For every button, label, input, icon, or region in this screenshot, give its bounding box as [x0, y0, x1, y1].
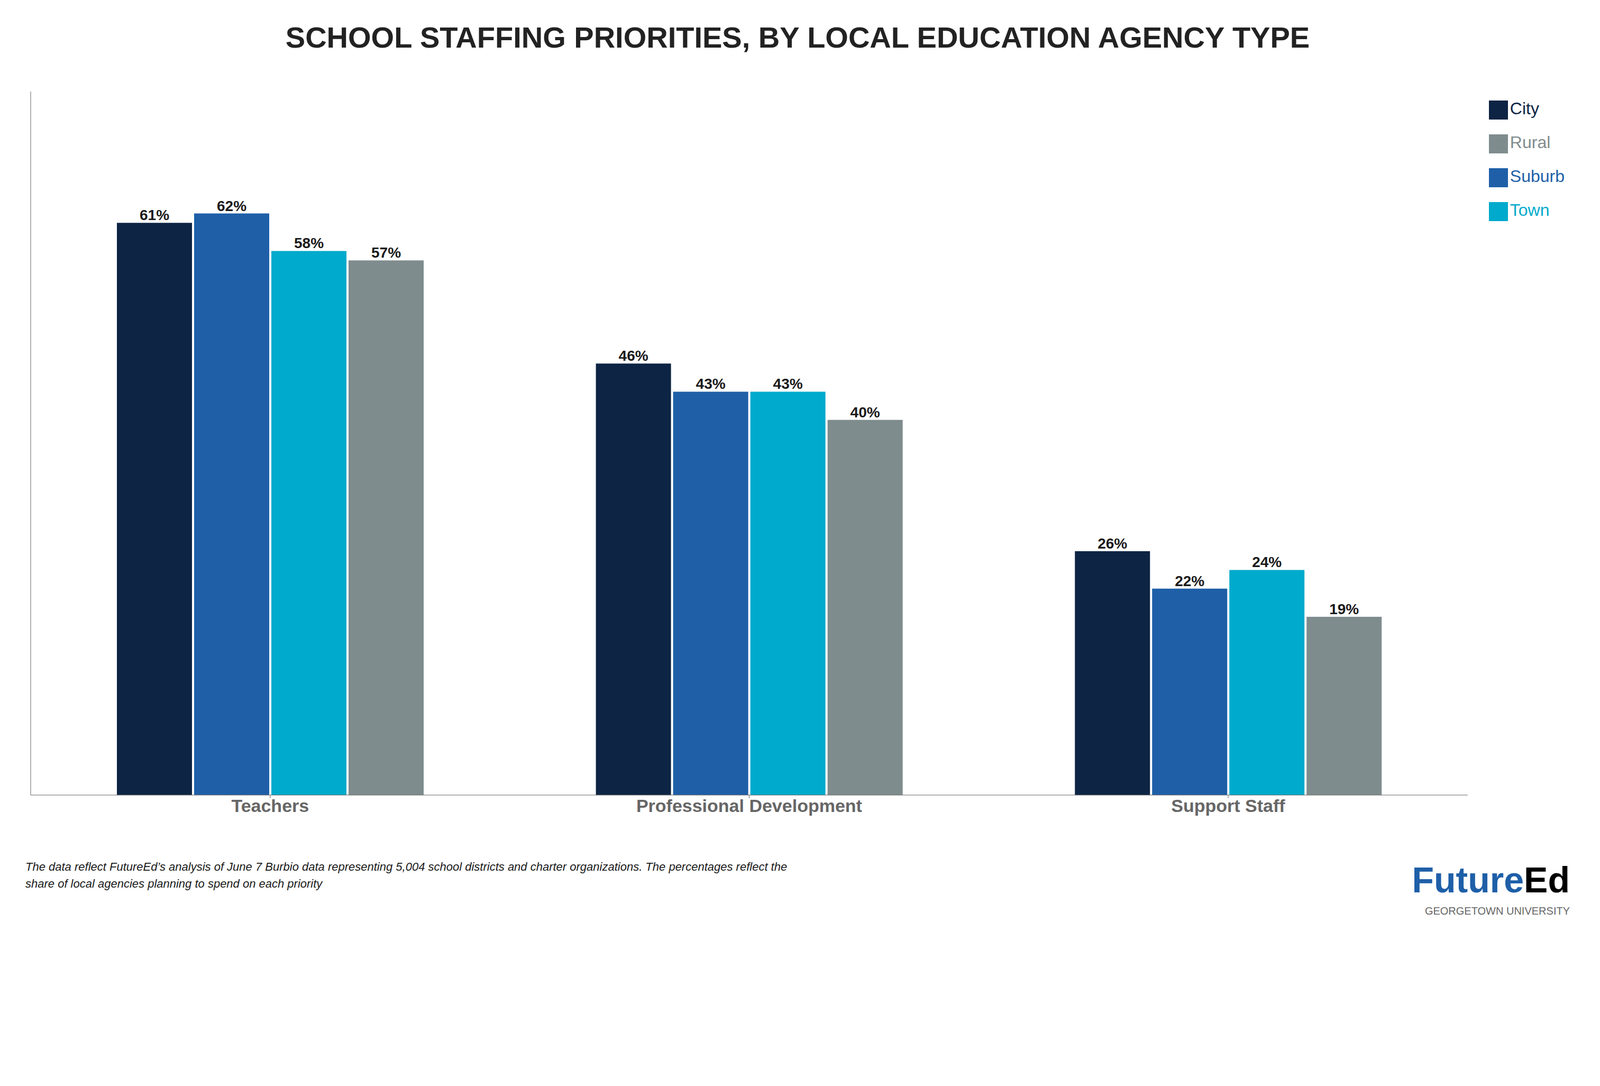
svg-text:57%: 57% — [371, 244, 401, 261]
svg-text:Professional Development: Professional Development — [636, 795, 863, 816]
svg-text:46%: 46% — [618, 347, 649, 364]
svg-text:26%: 26% — [1097, 535, 1128, 552]
svg-text:62%: 62% — [216, 197, 247, 215]
html-text:SCHOOL STAFFING PRIORITIES, BY: SCHOOL STAFFING PRIORITIES, BY LOCAL EDU… — [285, 20, 1310, 54]
svg-text:Teachers: Teachers — [231, 795, 309, 816]
html-text:GEORGETOWN UNIVERSITY: GEORGETOWN UNIVERSITY — [1424, 904, 1570, 917]
svg-text:43%: 43% — [773, 375, 803, 392]
svg-text:22%: 22% — [1174, 572, 1205, 590]
svg-text:40%: 40% — [850, 404, 881, 421]
svg-text:Support Staff: Support Staff — [1171, 795, 1286, 816]
html-text:Town: Town — [1509, 200, 1550, 220]
svg-text:43%: 43% — [696, 375, 726, 392]
svg-text:58%: 58% — [294, 234, 324, 252]
html-text:Future Ed: Future Ed — [1411, 859, 1570, 900]
svg-text:24%: 24% — [1251, 553, 1282, 571]
html-text:Suburb: Suburb — [1509, 166, 1565, 186]
svg-text:61%: 61% — [139, 206, 170, 224]
html-text:Rural: Rural — [1509, 132, 1551, 152]
svg-text:19%: 19% — [1329, 600, 1359, 618]
html-text:The data reflect FutureEd’s an: The data reflect FutureEd’s analysis of … — [25, 860, 788, 891]
html-text:City: City — [1509, 98, 1540, 118]
